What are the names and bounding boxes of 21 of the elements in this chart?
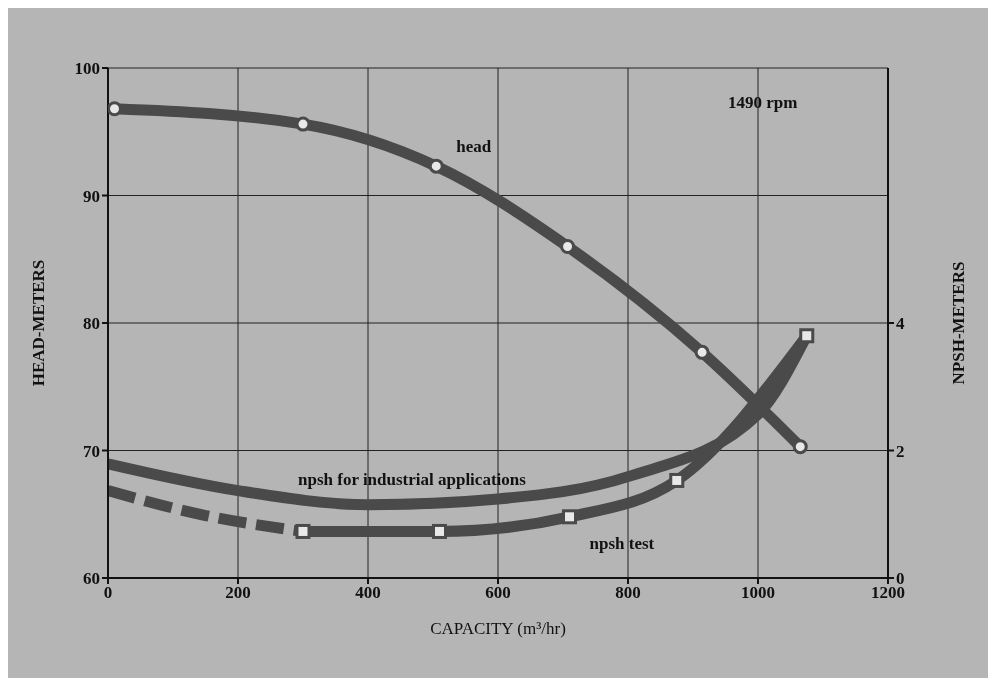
y-tick-label: 70 — [83, 441, 100, 461]
y-tick-label: 80 — [83, 314, 100, 334]
x-tick-label: 0 — [103, 583, 113, 603]
x-tick-label: 200 — [225, 583, 251, 603]
y2-tick-label: 4 — [896, 314, 905, 334]
x-tick-label: 600 — [485, 583, 511, 603]
y2-axis-title: NPSH-METERS — [949, 261, 969, 385]
x-axis-title: CAPACITY (m³/hr) — [430, 619, 566, 638]
x-tick-label: 800 — [615, 583, 641, 603]
x-tick-label: 1200 — [871, 583, 905, 603]
y-axis-title: HEAD-METERS — [29, 259, 49, 387]
series-label: npsh for industrial applications — [298, 469, 527, 489]
y2-tick-label: 2 — [896, 441, 905, 461]
y-tick-label: 60 — [83, 569, 100, 589]
x-tick-label: 1000 — [741, 583, 775, 603]
annotation: 1490 rpm — [728, 93, 798, 113]
series-label: npsh test — [589, 533, 655, 553]
x-tick-label: 400 — [355, 583, 381, 603]
y-tick-label: 100 — [74, 59, 100, 79]
series-label: head — [456, 137, 492, 157]
y-tick-label: 90 — [83, 186, 100, 206]
